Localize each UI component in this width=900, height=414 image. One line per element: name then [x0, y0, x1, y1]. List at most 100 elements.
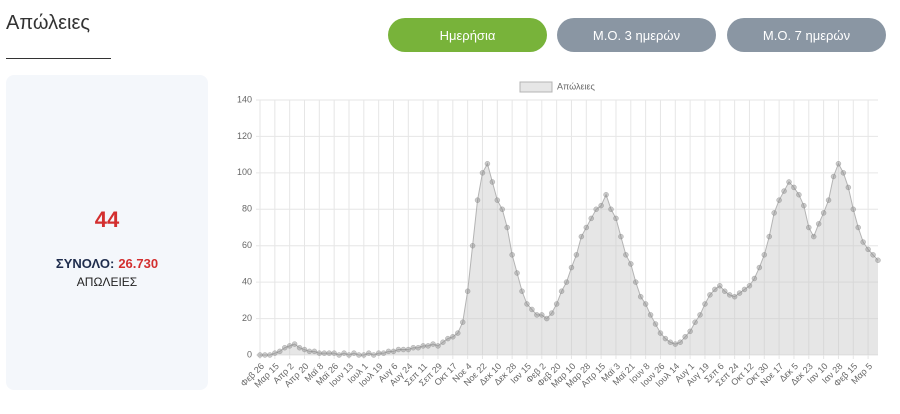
y-tick-label: 40 — [242, 277, 252, 287]
point — [548, 310, 555, 316]
point — [815, 221, 822, 227]
title-underline — [6, 58, 111, 59]
point — [519, 288, 525, 294]
point — [410, 344, 417, 351]
tab-button[interactable]: Μ.Ο. 3 ημερών — [557, 18, 716, 52]
point — [395, 346, 402, 353]
point — [430, 341, 436, 347]
point — [687, 328, 693, 335]
point — [756, 264, 763, 271]
total-value: 26.730 — [118, 256, 159, 271]
point — [820, 210, 827, 216]
page-title: Απώλειες — [6, 12, 91, 34]
point — [400, 346, 407, 353]
point — [469, 242, 476, 249]
point — [390, 348, 397, 355]
point — [731, 293, 738, 300]
point — [632, 279, 639, 285]
point — [489, 179, 496, 185]
point — [356, 352, 362, 358]
point — [326, 350, 332, 356]
point — [697, 312, 703, 318]
line — [260, 162, 879, 356]
point — [721, 288, 728, 294]
point — [786, 179, 792, 185]
point — [692, 319, 698, 325]
point — [657, 330, 664, 336]
tab-button[interactable]: Ημερήσια — [388, 18, 547, 52]
point — [534, 312, 540, 318]
point — [578, 233, 585, 240]
point — [459, 319, 466, 325]
point — [761, 252, 768, 258]
point — [796, 191, 802, 198]
point — [682, 334, 688, 340]
point — [450, 334, 456, 340]
point — [603, 191, 609, 198]
point — [529, 306, 535, 313]
point — [524, 301, 530, 307]
point — [870, 252, 876, 258]
point — [746, 283, 753, 289]
point — [637, 293, 644, 300]
point — [272, 350, 278, 356]
point — [736, 290, 743, 296]
point — [539, 312, 545, 318]
y-tick-label: 20 — [242, 313, 252, 323]
point — [598, 202, 604, 209]
point — [781, 188, 787, 194]
y-tick-label: 120 — [237, 131, 252, 141]
tab-button[interactable]: Μ.Ο. 7 ημερών — [727, 18, 886, 52]
point — [351, 350, 357, 356]
point — [875, 257, 881, 264]
point — [375, 350, 382, 356]
y-tick-label: 140 — [237, 94, 252, 104]
point — [306, 348, 313, 355]
y-tick-label: 0 — [247, 349, 252, 359]
point — [845, 184, 852, 191]
point — [672, 341, 679, 347]
point — [277, 348, 283, 355]
y-tick-label: 60 — [242, 240, 252, 250]
point — [741, 286, 748, 293]
point — [311, 348, 318, 355]
point — [801, 202, 807, 209]
point — [806, 224, 812, 231]
point — [544, 315, 550, 322]
area — [260, 163, 878, 355]
point — [346, 352, 352, 358]
point — [647, 312, 654, 318]
point — [420, 343, 426, 349]
y-tick-label: 80 — [242, 204, 252, 214]
y-tick-label: 100 — [237, 167, 252, 177]
point — [455, 330, 461, 336]
point — [766, 233, 772, 240]
total-label: ΣΥΝΟΛΟ: — [55, 256, 115, 271]
point — [499, 206, 506, 213]
point — [712, 286, 718, 293]
point — [573, 252, 580, 258]
point — [623, 252, 629, 258]
point — [425, 343, 431, 349]
point — [509, 252, 515, 258]
point — [316, 350, 323, 356]
legend-swatch — [519, 81, 553, 93]
point — [776, 197, 782, 203]
point — [321, 350, 328, 356]
point — [850, 206, 857, 213]
point — [291, 341, 298, 347]
point — [336, 352, 342, 358]
point — [435, 343, 441, 349]
point — [652, 321, 659, 327]
point — [830, 173, 837, 180]
point — [707, 292, 713, 298]
point — [751, 275, 758, 282]
point — [593, 206, 599, 213]
point — [366, 350, 372, 356]
point — [563, 279, 570, 285]
point — [257, 352, 263, 358]
point — [865, 246, 871, 253]
point — [835, 161, 842, 167]
point — [415, 344, 421, 351]
